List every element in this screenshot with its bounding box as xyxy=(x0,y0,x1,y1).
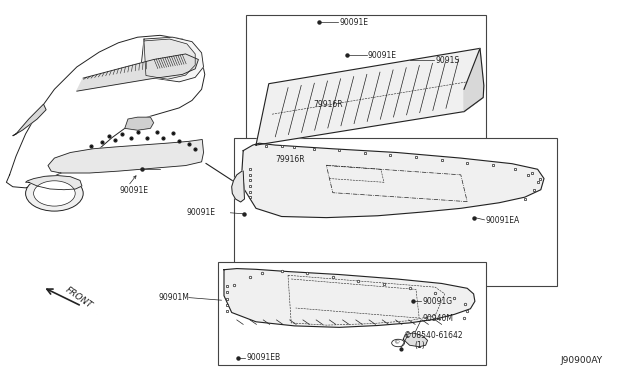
Polygon shape xyxy=(77,54,198,91)
Polygon shape xyxy=(141,37,204,82)
Circle shape xyxy=(392,339,404,347)
Text: 90091E: 90091E xyxy=(119,186,148,195)
Text: 90091G: 90091G xyxy=(422,297,452,306)
Polygon shape xyxy=(242,143,544,218)
Text: (1): (1) xyxy=(415,341,426,350)
Bar xyxy=(218,262,486,365)
Text: J90900AY: J90900AY xyxy=(560,356,602,365)
Text: 90091EA: 90091EA xyxy=(486,216,520,225)
Text: 90091E: 90091E xyxy=(187,208,216,217)
Text: ©08540-61642: ©08540-61642 xyxy=(404,331,463,340)
Ellipse shape xyxy=(26,176,83,211)
Ellipse shape xyxy=(34,181,76,206)
Polygon shape xyxy=(125,117,154,130)
Text: 90091E: 90091E xyxy=(368,51,397,60)
Polygon shape xyxy=(13,104,46,136)
Text: 90901M: 90901M xyxy=(159,293,189,302)
Polygon shape xyxy=(26,176,82,190)
Text: 9091S: 9091S xyxy=(435,56,460,65)
Text: 79916R: 79916R xyxy=(314,100,343,109)
Polygon shape xyxy=(144,39,195,79)
Polygon shape xyxy=(48,140,204,173)
Text: 90940M: 90940M xyxy=(422,314,453,323)
Polygon shape xyxy=(403,333,428,347)
Polygon shape xyxy=(232,171,244,202)
Polygon shape xyxy=(256,48,483,145)
Text: 90091EB: 90091EB xyxy=(246,353,280,362)
Polygon shape xyxy=(464,48,484,112)
Text: ©: © xyxy=(393,341,399,346)
Text: 90091E: 90091E xyxy=(339,18,368,27)
Bar xyxy=(246,15,486,162)
Text: 79916R: 79916R xyxy=(275,155,305,164)
Text: FRONT: FRONT xyxy=(64,285,94,310)
Polygon shape xyxy=(224,269,475,327)
Bar xyxy=(234,138,557,286)
